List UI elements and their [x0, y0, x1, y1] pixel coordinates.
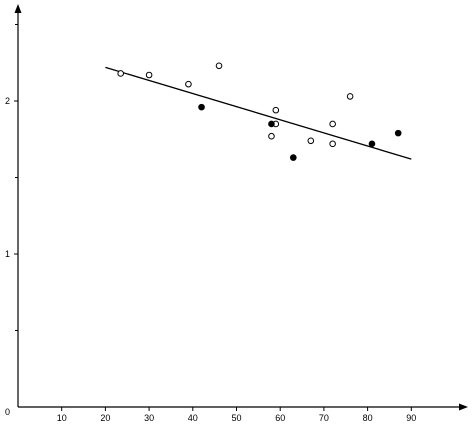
x-axis-arrow-icon	[459, 403, 468, 411]
open-point	[346, 93, 354, 100]
x-tick-label: 40	[188, 413, 198, 423]
filled-point	[368, 140, 376, 148]
tick-marks	[14, 24, 412, 411]
open-point	[145, 71, 153, 79]
x-tick-label: 20	[100, 413, 110, 423]
x-tick-label: 60	[275, 413, 285, 423]
open-point	[185, 80, 192, 88]
axes	[14, 4, 468, 411]
tick-labels: 10 20 30 40 50 60 70 80 90 0 1 2	[5, 96, 416, 423]
x-tick-label: 70	[319, 413, 329, 423]
y-tick-label: 0	[5, 407, 10, 417]
x-tick-label: 10	[57, 413, 67, 423]
open-point	[329, 140, 336, 148]
open-point	[329, 120, 336, 128]
filled-point	[394, 129, 402, 137]
open-point	[215, 62, 223, 70]
data-points	[117, 62, 402, 161]
x-tick-label: 90	[406, 413, 416, 423]
trend-line-group	[105, 66, 412, 160]
y-axis-arrow-icon	[14, 4, 22, 13]
trend-line	[105, 66, 412, 160]
open-point	[117, 70, 124, 77]
y-tick-label: 1	[5, 249, 10, 259]
open-point	[272, 106, 280, 114]
x-tick-label: 80	[363, 413, 373, 423]
open-point	[268, 132, 275, 140]
x-tick-label: 50	[231, 413, 241, 423]
filled-point	[268, 120, 275, 128]
x-tick-label: 30	[144, 413, 154, 423]
open-point	[307, 137, 315, 145]
filled-point	[290, 154, 297, 161]
y-tick-label: 2	[5, 96, 10, 106]
filled-point	[198, 103, 205, 111]
